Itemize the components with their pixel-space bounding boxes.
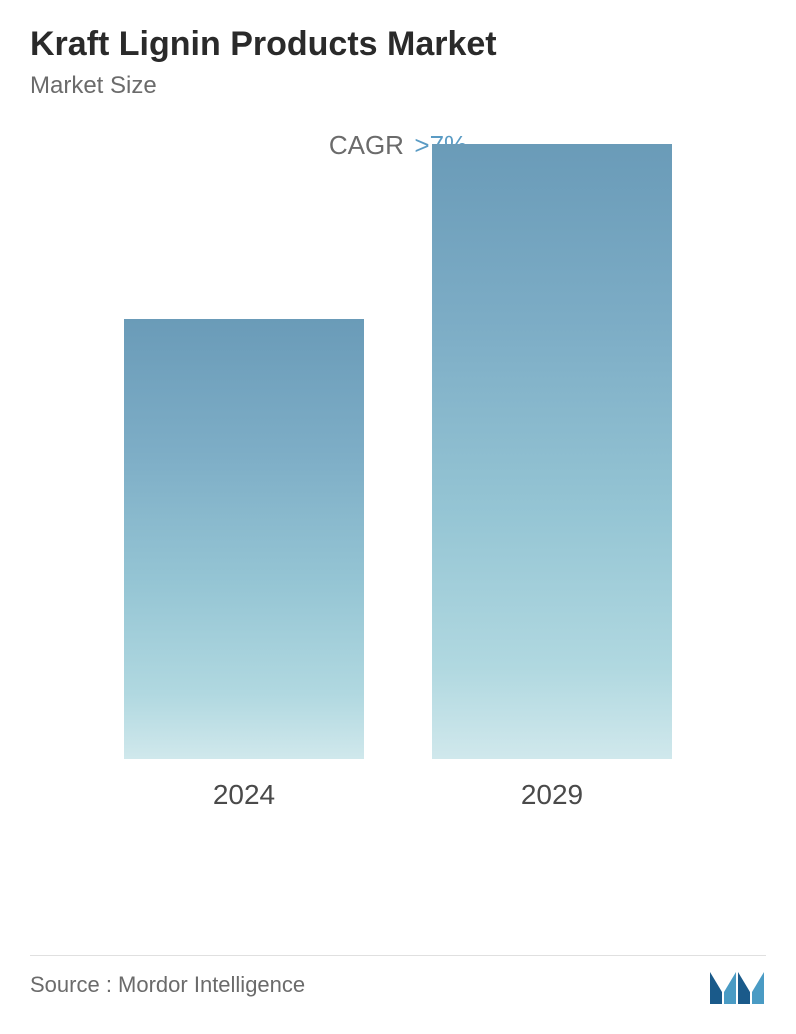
bars-container: 2024 2029 bbox=[30, 191, 766, 811]
chart-area: 2024 2029 bbox=[30, 191, 766, 871]
chart-subtitle: Market Size bbox=[30, 72, 766, 100]
footer: Source : Mordor Intelligence bbox=[30, 964, 766, 1006]
bar-2024 bbox=[124, 319, 364, 759]
bar-label-2029: 2029 bbox=[521, 779, 583, 811]
chart-container: Kraft Lignin Products Market Market Size… bbox=[0, 0, 796, 1034]
bar-label-2024: 2024 bbox=[213, 779, 275, 811]
mordor-logo-icon bbox=[708, 964, 766, 1006]
chart-title: Kraft Lignin Products Market bbox=[30, 25, 766, 64]
bar-group-2024: 2024 bbox=[114, 319, 374, 811]
bar-2029 bbox=[432, 144, 672, 759]
cagr-label: CAGR bbox=[329, 130, 404, 160]
bar-group-2029: 2029 bbox=[422, 144, 682, 811]
footer-divider bbox=[30, 955, 766, 956]
source-text: Source : Mordor Intelligence bbox=[30, 972, 305, 998]
